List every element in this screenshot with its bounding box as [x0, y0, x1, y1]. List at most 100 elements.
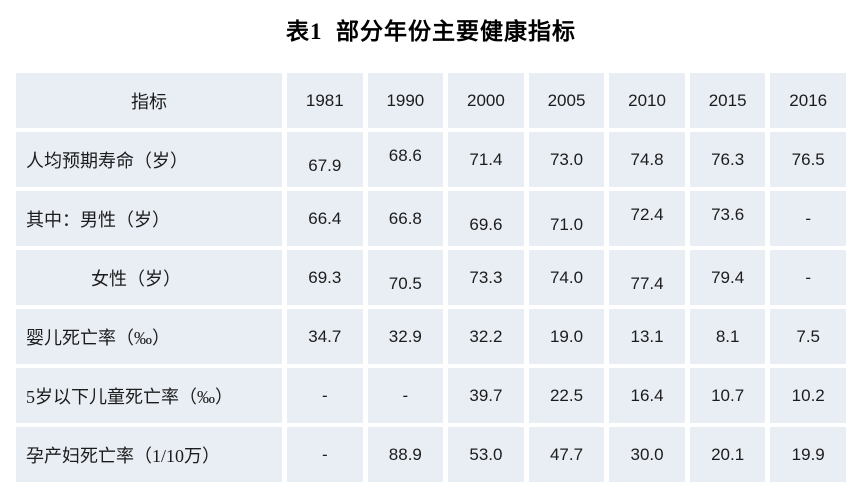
row-label-cell: 人均预期寿命（岁）: [16, 132, 282, 187]
value-cell-text: 74.8: [630, 149, 664, 169]
value-cell: 77.4: [609, 250, 685, 305]
value-cell: -: [770, 191, 846, 246]
value-cell-text: 34.7: [308, 326, 342, 346]
header-cell-year-text: 2010: [628, 90, 666, 110]
row-label-cell-text: 女性（岁）: [91, 268, 181, 289]
value-cell-text: 66.4: [308, 208, 342, 228]
value-cell: 8.1: [689, 309, 766, 364]
value-cell: -: [770, 250, 846, 305]
header-cell-year: 2010: [609, 73, 685, 128]
value-cell: 71.0: [528, 191, 605, 246]
value-cell: 13.1: [609, 309, 685, 364]
value-cell-text: -: [402, 385, 409, 405]
value-cell: 70.5: [367, 250, 444, 305]
row-label-cell-text: 5岁以下儿童死亡率（‰）: [26, 386, 233, 407]
header-cell-year-text: 1981: [305, 90, 344, 110]
value-cell: 32.9: [367, 309, 444, 364]
value-cell-text: -: [805, 208, 812, 228]
value-cell-text: 22.5: [549, 385, 584, 405]
value-cell-text: 72.4: [630, 204, 664, 224]
value-cell-text: 69.6: [469, 214, 503, 234]
value-cell-text: 88.9: [388, 444, 422, 464]
value-cell: 66.4: [287, 191, 363, 246]
value-cell: 19.9: [770, 427, 846, 482]
row-label-cell-text: 婴儿死亡率（‰）: [26, 327, 170, 348]
value-cell-text: 10.2: [791, 385, 825, 405]
value-cell-text: 70.5: [388, 273, 422, 293]
value-cell: 7.5: [770, 309, 846, 364]
row-label-cell: 其中：男性（岁）: [16, 191, 282, 246]
header-cell-year: 2000: [448, 73, 524, 128]
value-cell: 88.9: [367, 427, 444, 482]
value-cell-text: 71.4: [469, 149, 503, 169]
value-cell: 76.3: [689, 132, 766, 187]
header-cell-year-text: 2000: [467, 90, 505, 110]
value-cell-text: 47.7: [549, 444, 584, 464]
value-cell-text: 68.6: [388, 145, 422, 165]
value-cell-text: -: [321, 385, 328, 405]
value-cell-text: 13.1: [630, 326, 664, 346]
value-cell: 20.1: [689, 427, 766, 482]
value-cell-text: 69.3: [308, 267, 342, 287]
header-cell-year: 1990: [367, 73, 444, 128]
value-cell: 73.3: [448, 250, 524, 305]
value-cell-text: 30.0: [630, 444, 664, 464]
value-cell: 39.7: [448, 368, 524, 423]
value-cell: 16.4: [609, 368, 685, 423]
value-cell: 22.5: [528, 368, 605, 423]
value-cell: 68.6: [367, 132, 444, 187]
value-cell-text: 16.4: [630, 385, 664, 405]
value-cell-text: 32.9: [388, 326, 422, 346]
row-label-cell: 婴儿死亡率（‰）: [16, 309, 282, 364]
value-cell-text: 53.0: [469, 444, 503, 464]
value-cell-text: 76.3: [711, 149, 745, 169]
header-cell-year-text: 2005: [547, 90, 586, 110]
row-label-cell-text: 人均预期寿命（岁）: [26, 150, 188, 171]
value-cell-text: 74.0: [549, 267, 584, 287]
row-label-cell: 孕产妇死亡率（1/10万）: [16, 427, 282, 482]
value-cell: 76.5: [770, 132, 846, 187]
value-cell-text: 19.9: [791, 444, 825, 464]
value-cell: 19.0: [528, 309, 605, 364]
value-cell-text: -: [805, 267, 812, 287]
value-cell-text: 10.7: [711, 385, 745, 405]
value-cell-text: 8.1: [715, 326, 740, 346]
header-cell-year-text: 2016: [789, 90, 828, 110]
value-cell-text: 20.1: [711, 444, 745, 464]
value-cell: 72.4: [609, 191, 685, 246]
value-cell: 69.6: [448, 191, 524, 246]
value-cell: 74.8: [609, 132, 685, 187]
value-cell: 47.7: [528, 427, 605, 482]
value-cell: 79.4: [689, 250, 766, 305]
value-cell: 34.7: [287, 309, 363, 364]
value-cell-text: 73.6: [711, 204, 745, 224]
value-cell-text: -: [321, 444, 328, 464]
row-label-cell: 5岁以下儿童死亡率（‰）: [16, 368, 282, 423]
header-cell-indicator-text: 指标: [131, 91, 167, 112]
value-cell: 73.6: [689, 191, 766, 246]
header-cell-year-text: 2015: [708, 90, 747, 110]
value-cell-text: 79.4: [711, 267, 745, 287]
value-cell: 66.8: [367, 191, 444, 246]
value-cell-text: 76.5: [791, 149, 825, 169]
value-cell: 71.4: [448, 132, 524, 187]
header-cell-year: 1981: [287, 73, 363, 128]
value-cell-text: 7.5: [796, 326, 821, 346]
header-cell-year: 2016: [770, 73, 846, 128]
value-cell: -: [287, 427, 363, 482]
table-title: 表1 部分年份主要健康指标: [286, 19, 576, 44]
value-cell-text: 32.2: [469, 326, 503, 346]
value-cell: 73.0: [528, 132, 605, 187]
health-indicators-table: 指标 1981 1990 2000 2005 2010 2015 2016 人均预期寿命（岁） 6…: [16, 73, 846, 482]
value-cell-text: 39.7: [469, 385, 503, 405]
value-cell-text: 19.0: [549, 326, 584, 346]
value-cell: 69.3: [287, 250, 363, 305]
value-cell: 67.9: [287, 132, 363, 187]
value-cell: -: [367, 368, 444, 423]
value-cell-text: 71.0: [549, 214, 584, 234]
header-cell-year: 2015: [689, 73, 766, 128]
value-cell-text: 77.4: [630, 273, 664, 293]
value-cell-text: 67.9: [308, 155, 342, 175]
value-cell: 30.0: [609, 427, 685, 482]
